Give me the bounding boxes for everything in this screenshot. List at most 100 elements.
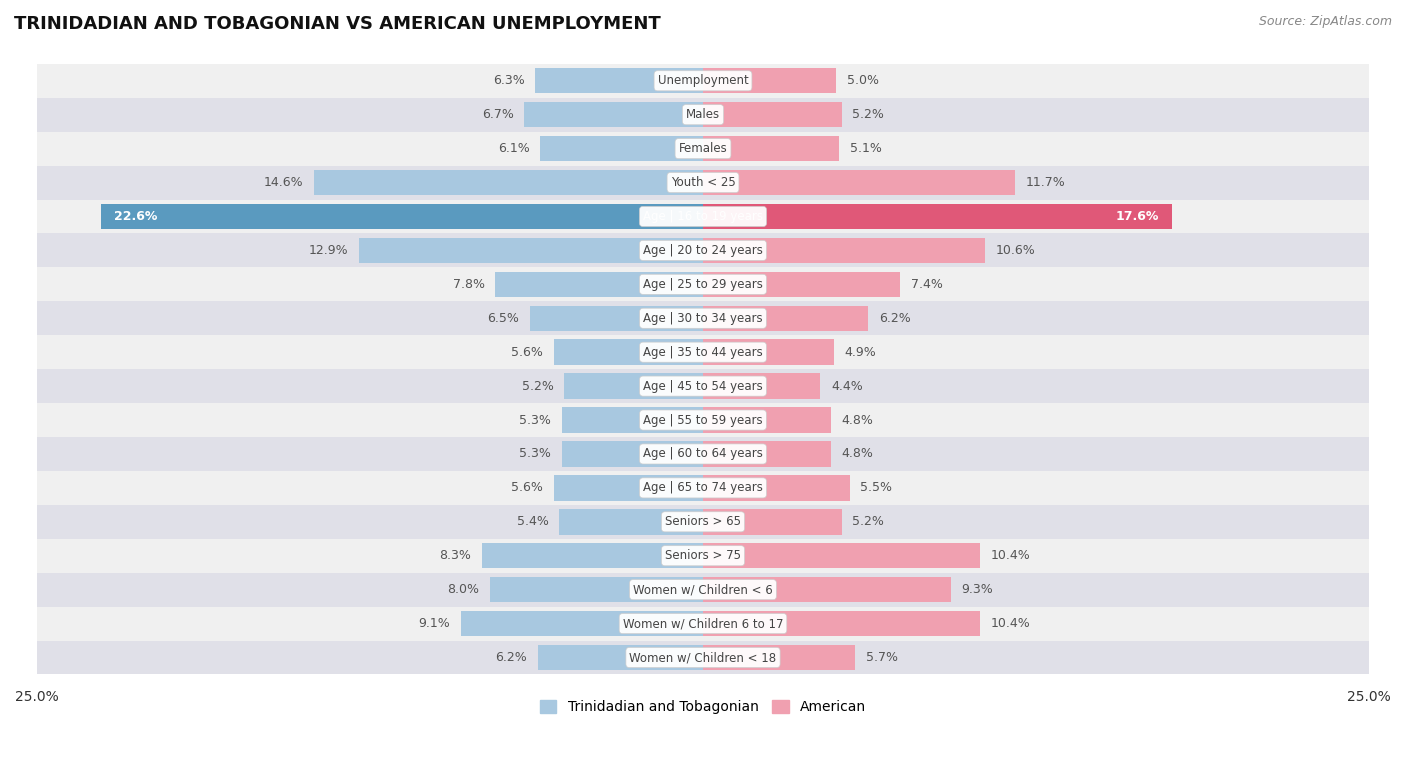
- Bar: [703, 102, 842, 127]
- Bar: [495, 272, 703, 297]
- Text: 5.2%: 5.2%: [522, 379, 554, 393]
- Text: Women w/ Children < 18: Women w/ Children < 18: [630, 651, 776, 664]
- Bar: [37, 233, 1369, 267]
- Bar: [540, 136, 703, 161]
- Text: 22.6%: 22.6%: [114, 210, 157, 223]
- Bar: [37, 335, 1369, 369]
- Text: 6.3%: 6.3%: [492, 74, 524, 87]
- Bar: [37, 505, 1369, 539]
- Bar: [37, 437, 1369, 471]
- Text: 10.4%: 10.4%: [991, 550, 1031, 562]
- Text: 5.3%: 5.3%: [519, 447, 551, 460]
- Text: 6.1%: 6.1%: [498, 142, 530, 155]
- Bar: [564, 373, 703, 399]
- Bar: [37, 267, 1369, 301]
- Text: Age | 45 to 54 years: Age | 45 to 54 years: [643, 379, 763, 393]
- Bar: [703, 509, 842, 534]
- Bar: [703, 238, 986, 263]
- Text: 11.7%: 11.7%: [1025, 176, 1066, 189]
- Text: Females: Females: [679, 142, 727, 155]
- Bar: [461, 611, 703, 637]
- Text: 8.0%: 8.0%: [447, 583, 479, 597]
- Text: Age | 55 to 59 years: Age | 55 to 59 years: [643, 413, 763, 426]
- Bar: [538, 645, 703, 670]
- Bar: [37, 166, 1369, 200]
- Text: 4.4%: 4.4%: [831, 379, 863, 393]
- Text: 14.6%: 14.6%: [264, 176, 304, 189]
- Bar: [554, 339, 703, 365]
- Text: 6.2%: 6.2%: [879, 312, 911, 325]
- Text: 5.0%: 5.0%: [846, 74, 879, 87]
- Text: Males: Males: [686, 108, 720, 121]
- Bar: [703, 68, 837, 94]
- Bar: [482, 543, 703, 569]
- Bar: [314, 170, 703, 195]
- Bar: [703, 136, 839, 161]
- Text: Seniors > 75: Seniors > 75: [665, 550, 741, 562]
- Text: Age | 30 to 34 years: Age | 30 to 34 years: [643, 312, 763, 325]
- Text: 4.9%: 4.9%: [844, 346, 876, 359]
- Text: 9.1%: 9.1%: [418, 617, 450, 630]
- Text: 17.6%: 17.6%: [1115, 210, 1159, 223]
- Bar: [703, 407, 831, 433]
- Bar: [562, 441, 703, 466]
- Bar: [703, 577, 950, 603]
- Bar: [489, 577, 703, 603]
- Text: 4.8%: 4.8%: [842, 447, 873, 460]
- Bar: [37, 573, 1369, 606]
- Text: 5.5%: 5.5%: [860, 481, 893, 494]
- Bar: [703, 306, 868, 331]
- Bar: [37, 301, 1369, 335]
- Bar: [360, 238, 703, 263]
- Legend: Trinidadian and Tobagonian, American: Trinidadian and Tobagonian, American: [540, 700, 866, 714]
- Bar: [37, 132, 1369, 166]
- Text: 4.8%: 4.8%: [842, 413, 873, 426]
- Text: Source: ZipAtlas.com: Source: ZipAtlas.com: [1258, 15, 1392, 28]
- Bar: [703, 475, 849, 500]
- Bar: [37, 64, 1369, 98]
- Text: Age | 25 to 29 years: Age | 25 to 29 years: [643, 278, 763, 291]
- Bar: [37, 606, 1369, 640]
- Bar: [37, 539, 1369, 573]
- Bar: [101, 204, 703, 229]
- Bar: [703, 170, 1015, 195]
- Text: Age | 60 to 64 years: Age | 60 to 64 years: [643, 447, 763, 460]
- Bar: [37, 98, 1369, 132]
- Text: 8.3%: 8.3%: [439, 550, 471, 562]
- Bar: [703, 645, 855, 670]
- Text: Age | 16 to 19 years: Age | 16 to 19 years: [643, 210, 763, 223]
- Bar: [37, 403, 1369, 437]
- Text: 6.5%: 6.5%: [488, 312, 519, 325]
- Text: 12.9%: 12.9%: [309, 244, 349, 257]
- Bar: [554, 475, 703, 500]
- Text: 7.4%: 7.4%: [911, 278, 942, 291]
- Bar: [530, 306, 703, 331]
- Text: 5.3%: 5.3%: [519, 413, 551, 426]
- Bar: [37, 200, 1369, 233]
- Text: 5.7%: 5.7%: [866, 651, 897, 664]
- Bar: [37, 369, 1369, 403]
- Bar: [560, 509, 703, 534]
- Bar: [703, 272, 900, 297]
- Bar: [562, 407, 703, 433]
- Text: 9.3%: 9.3%: [962, 583, 993, 597]
- Text: 5.6%: 5.6%: [512, 481, 543, 494]
- Bar: [703, 441, 831, 466]
- Text: 10.4%: 10.4%: [991, 617, 1031, 630]
- Text: 5.4%: 5.4%: [516, 516, 548, 528]
- Bar: [37, 640, 1369, 674]
- Text: 5.2%: 5.2%: [852, 516, 884, 528]
- Bar: [703, 373, 820, 399]
- Text: Women w/ Children 6 to 17: Women w/ Children 6 to 17: [623, 617, 783, 630]
- Text: 5.1%: 5.1%: [849, 142, 882, 155]
- Text: Women w/ Children < 6: Women w/ Children < 6: [633, 583, 773, 597]
- Text: Seniors > 65: Seniors > 65: [665, 516, 741, 528]
- Text: Youth < 25: Youth < 25: [671, 176, 735, 189]
- Bar: [536, 68, 703, 94]
- Bar: [703, 339, 834, 365]
- Text: Age | 35 to 44 years: Age | 35 to 44 years: [643, 346, 763, 359]
- Text: 10.6%: 10.6%: [995, 244, 1036, 257]
- Text: 5.2%: 5.2%: [852, 108, 884, 121]
- Text: Age | 20 to 24 years: Age | 20 to 24 years: [643, 244, 763, 257]
- Bar: [703, 204, 1173, 229]
